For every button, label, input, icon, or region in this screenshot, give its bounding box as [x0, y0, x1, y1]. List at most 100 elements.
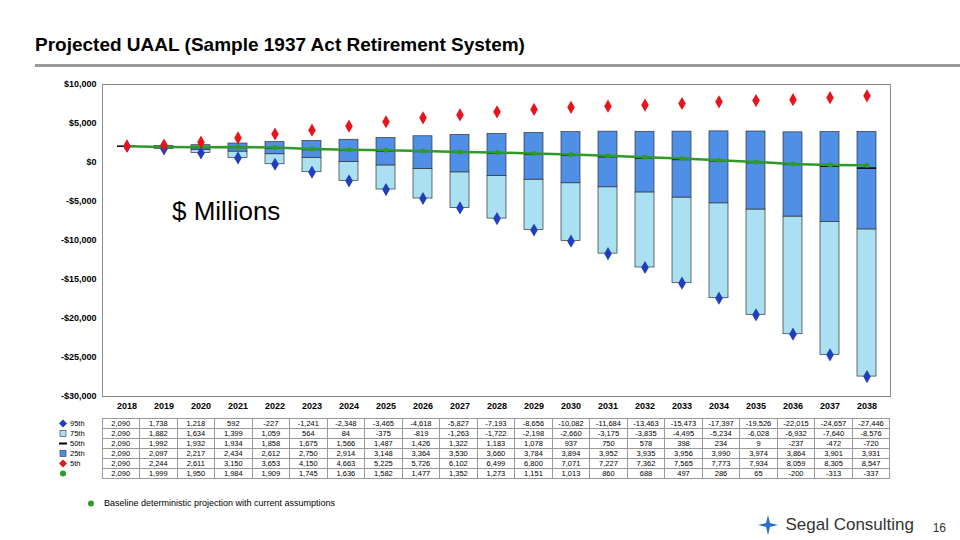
html-text:-3,835: -3,835 [635, 429, 657, 438]
html-text:50th: 50th [70, 438, 85, 448]
html-text:-4,618: -4,618 [410, 419, 432, 428]
html-text:-237: -237 [788, 439, 804, 448]
html-text:-8,576: -8,576 [860, 429, 882, 438]
html-text:1,858: 1,858 [261, 439, 281, 448]
html-text:-10,082: -10,082 [558, 419, 584, 428]
html-text:-7,193: -7,193 [485, 419, 507, 428]
html-text:-6,028: -6,028 [747, 429, 770, 438]
svg-text:-$15,000: -$15,000 [61, 274, 97, 284]
html-text:2,090: 2,090 [111, 429, 131, 438]
svg-text:$0: $0 [86, 157, 96, 167]
html-text:1,218: 1,218 [186, 419, 206, 428]
html-text:-8,656: -8,656 [522, 419, 545, 428]
html-text:-2,660: -2,660 [560, 429, 582, 438]
html-text:1,059: 1,059 [261, 429, 281, 438]
svg-text:2037: 2037 [820, 401, 840, 411]
svg-text:-$20,000: -$20,000 [61, 313, 97, 323]
svg-text:2036: 2036 [783, 401, 803, 411]
html-text:1,934: 1,934 [223, 439, 243, 448]
html-text:-11,684: -11,684 [596, 419, 621, 428]
svg-text:2023: 2023 [302, 401, 322, 411]
html-text:1,487: 1,487 [374, 439, 393, 448]
html-text:95th: 95th [70, 418, 85, 428]
html-text:-27,446: -27,446 [858, 419, 884, 428]
html-text:1,322: 1,322 [449, 439, 468, 448]
svg-text:2019: 2019 [154, 401, 174, 411]
html-text:398: 398 [677, 439, 690, 448]
svg-text:$10,000: $10,000 [64, 79, 97, 89]
html-text:-3,465: -3,465 [372, 419, 394, 428]
html-text:564: 564 [302, 429, 315, 438]
svg-text:2027: 2027 [450, 401, 470, 411]
html-text:84: 84 [341, 429, 350, 438]
svg-text:2032: 2032 [635, 401, 655, 411]
html-text:1,738: 1,738 [148, 419, 168, 428]
svg-text:-$30,000: -$30,000 [61, 391, 97, 401]
html-text:1,183: 1,183 [486, 439, 506, 448]
svg-text:2020: 2020 [191, 401, 211, 411]
svg-text:2035: 2035 [746, 401, 766, 411]
html-text:-819: -819 [413, 429, 429, 438]
svg-text:2024: 2024 [339, 401, 359, 411]
html-text:-375: -375 [375, 429, 391, 438]
html-text:2,090: 2,090 [111, 419, 131, 428]
html-text:Segal Consulting: Segal Consulting [785, 515, 914, 534]
svg-text:2033: 2033 [672, 401, 692, 411]
html-text:75th: 75th [70, 428, 85, 438]
html-text:-6,932: -6,932 [785, 429, 807, 438]
svg-text:2021: 2021 [228, 401, 248, 411]
html-text:937: 937 [564, 439, 578, 448]
svg-text:-$5,000: -$5,000 [66, 196, 97, 206]
svg-text:2018: 2018 [117, 401, 137, 411]
html-text:-19,526: -19,526 [745, 419, 772, 428]
svg-text:2031: 2031 [598, 401, 618, 411]
html-text:Projected UAAL (Sample 1937 Ac: Projected UAAL (Sample 1937 Act Retireme… [35, 34, 525, 55]
html-text:578: 578 [639, 439, 653, 448]
html-text:-13,463: -13,463 [633, 419, 659, 428]
html-text:16: 16 [932, 521, 946, 535]
svg-text:2028: 2028 [487, 401, 507, 411]
svg-text:2022: 2022 [265, 401, 285, 411]
html-text:592: 592 [227, 419, 240, 428]
html-text:-1,241: -1,241 [297, 419, 319, 428]
html-text:750: 750 [602, 439, 615, 448]
html-text:-22,015: -22,015 [783, 419, 809, 428]
html-text:-3,175: -3,175 [597, 429, 620, 438]
html-text:1,882: 1,882 [148, 429, 168, 438]
html-text:1,992: 1,992 [148, 439, 168, 448]
svg-text:2034: 2034 [709, 401, 729, 411]
html-text:234: 234 [714, 439, 728, 448]
svg-text:2030: 2030 [561, 401, 581, 411]
html-text:-4,495: -4,495 [672, 429, 695, 438]
html-text:2,090: 2,090 [111, 439, 131, 448]
svg-text:$5,000: $5,000 [69, 118, 97, 128]
html-text:-17,397: -17,397 [708, 419, 734, 428]
html-text:-7,640: -7,640 [822, 429, 845, 438]
svg-text:-$10,000: -$10,000 [61, 235, 97, 245]
html-text:1,634: 1,634 [186, 429, 206, 438]
html-text:-227: -227 [263, 419, 279, 428]
html-text:-2,348: -2,348 [335, 419, 357, 428]
html-text:1,675: 1,675 [298, 439, 318, 448]
svg-text:2038: 2038 [857, 401, 877, 411]
svg-text:2026: 2026 [413, 401, 433, 411]
html-text:-5,234: -5,234 [710, 429, 732, 438]
html-text:-24,657: -24,657 [820, 419, 847, 428]
html-text:1,426: 1,426 [411, 439, 431, 448]
html-text:1,932: 1,932 [186, 439, 206, 448]
html-text:1,566: 1,566 [336, 439, 356, 448]
html-text:$ Millions: $ Millions [172, 196, 281, 226]
svg-text:2025: 2025 [376, 401, 396, 411]
html-text:-1,263: -1,263 [447, 429, 469, 438]
html-text:5th: 5th [70, 458, 81, 468]
html-text:-2,198: -2,198 [522, 429, 545, 438]
html-text:1,399: 1,399 [223, 429, 243, 438]
html-text:Baseline deterministic project: Baseline deterministic projection with c… [104, 498, 336, 508]
html-text:-1,722: -1,722 [485, 429, 507, 438]
html-text:-15,473: -15,473 [670, 419, 697, 428]
html-text:25th: 25th [70, 448, 85, 458]
svg-text:2029: 2029 [524, 401, 544, 411]
html-text:-5,827: -5,827 [447, 419, 469, 428]
html-text:1,078: 1,078 [524, 439, 543, 448]
svg-text:-$25,000: -$25,000 [61, 352, 97, 362]
